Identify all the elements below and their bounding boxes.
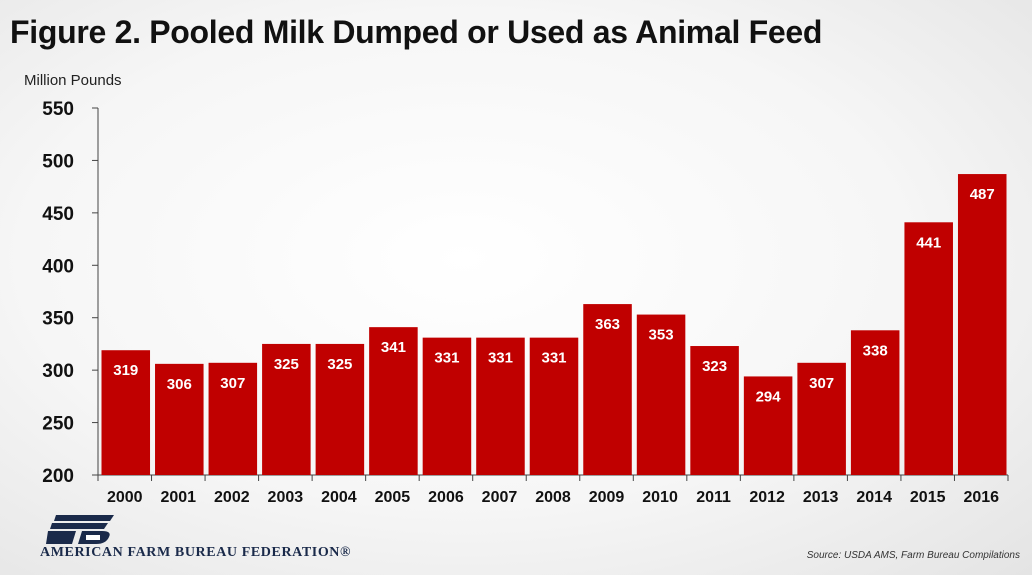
- y-tick-label: 500: [42, 151, 74, 172]
- x-tick-label: 2007: [482, 489, 518, 506]
- x-tick-label: 2003: [268, 489, 304, 506]
- bar-chart: 200 250 300 350 400 450 500 550 319 2000 306 2001 30…: [42, 99, 1009, 506]
- data-label: 331: [434, 350, 459, 367]
- data-label: 331: [541, 350, 566, 367]
- bar: [850, 330, 900, 475]
- bar: [690, 346, 739, 475]
- data-label: 307: [220, 375, 245, 392]
- bar: [904, 222, 953, 475]
- bar: [422, 337, 472, 475]
- source-note: Source: USDA AMS, Farm Bureau Compilatio…: [806, 550, 1020, 561]
- x-tick-label: 2006: [428, 489, 464, 506]
- data-label: 323: [702, 358, 727, 375]
- x-tick-label: 2013: [803, 489, 839, 506]
- bar: [369, 327, 418, 475]
- y-tick-label: 250: [42, 414, 74, 435]
- y-tick-label: 350: [42, 309, 74, 330]
- organization-name: AMERICAN FARM BUREAU FEDERATION®: [40, 545, 352, 560]
- y-tick-label: 200: [42, 466, 74, 487]
- x-tick-label: 2001: [160, 489, 196, 506]
- bar: [957, 174, 1007, 475]
- data-label: 307: [809, 375, 834, 392]
- data-label: 341: [381, 339, 406, 356]
- x-tick-label: 2009: [589, 489, 625, 506]
- x-tick-label: 2005: [375, 489, 411, 506]
- data-label: 331: [488, 350, 513, 367]
- x-tick-label: 2014: [856, 489, 892, 506]
- y-tick-label: 400: [42, 256, 74, 277]
- data-label: 338: [863, 342, 888, 359]
- bar: [743, 376, 793, 475]
- data-label: 306: [167, 376, 192, 393]
- data-label: 294: [756, 388, 782, 405]
- data-label: 363: [595, 316, 620, 333]
- data-label: 441: [916, 234, 941, 251]
- data-label: 353: [649, 327, 674, 344]
- bar: [529, 337, 579, 475]
- data-label: 325: [274, 356, 299, 373]
- y-tick-label: 550: [42, 99, 74, 120]
- bar: [797, 362, 846, 475]
- bar: [636, 314, 686, 475]
- y-tick-label: 450: [42, 204, 74, 225]
- bar: [101, 350, 151, 475]
- x-tick-label: 2011: [696, 489, 731, 506]
- data-label: 487: [970, 186, 995, 203]
- x-tick-label: 2016: [963, 489, 999, 506]
- data-label: 325: [327, 356, 352, 373]
- x-tick-label: 2002: [214, 489, 250, 506]
- x-tick-label: 2012: [749, 489, 785, 506]
- bar: [315, 343, 365, 475]
- bar: [208, 362, 258, 475]
- x-tick-label: 2004: [321, 489, 357, 506]
- x-tick-label: 2008: [535, 489, 571, 506]
- y-tick-label: 300: [42, 361, 74, 382]
- bar: [262, 343, 311, 475]
- bar: [476, 337, 525, 475]
- bar: [155, 363, 204, 475]
- bar: [583, 304, 632, 475]
- farm-bureau-logo-icon: [46, 515, 114, 544]
- x-tick-label: 2015: [910, 489, 946, 506]
- y-axis-label: Million Pounds: [24, 72, 122, 89]
- x-tick-label: 2010: [642, 489, 678, 506]
- page-title: Figure 2. Pooled Milk Dumped or Used as …: [10, 14, 823, 50]
- x-tick-label: 2000: [107, 489, 143, 506]
- data-label: 319: [113, 362, 138, 379]
